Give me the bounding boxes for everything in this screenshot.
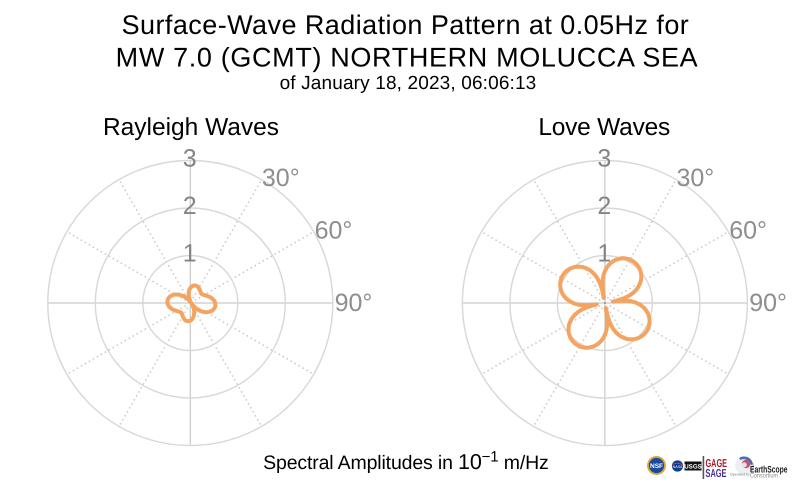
svg-text:1: 1 xyxy=(183,239,197,267)
svg-text:Spectral Amplitudes in 10−1 m/: Spectral Amplitudes in 10−1 m/Hz xyxy=(263,449,549,475)
svg-text:2: 2 xyxy=(597,192,611,220)
svg-text:Surface-Wave Radiation Pattern: Surface-Wave Radiation Pattern at 0.05Hz… xyxy=(122,10,690,40)
svg-text:EarthScope: EarthScope xyxy=(750,465,788,476)
svg-text:60°: 60° xyxy=(729,217,767,245)
svg-text:Love Waves: Love Waves xyxy=(538,114,670,141)
svg-text:of January 18, 2023, 06:06:13: of January 18, 2023, 06:06:13 xyxy=(280,73,537,94)
svg-text:Rayleigh Waves: Rayleigh Waves xyxy=(103,114,279,141)
svg-text:NASA: NASA xyxy=(673,465,683,469)
svg-text:30°: 30° xyxy=(262,164,300,192)
svg-text:USGS: USGS xyxy=(684,463,702,470)
svg-text:3: 3 xyxy=(597,144,611,172)
svg-text:NSF: NSF xyxy=(650,463,663,470)
svg-text:2: 2 xyxy=(183,192,197,220)
svg-text:1: 1 xyxy=(597,239,611,267)
svg-text:30°: 30° xyxy=(676,164,714,192)
svg-text:Consortium: Consortium xyxy=(750,473,778,480)
svg-text:MW 7.0 (GCMT) NORTHERN MOLUCCA: MW 7.0 (GCMT) NORTHERN MOLUCCA SEA xyxy=(116,43,699,73)
svg-text:SAGE: SAGE xyxy=(706,468,727,480)
svg-text:Operated by: Operated by xyxy=(730,473,750,477)
svg-text:90°: 90° xyxy=(335,289,373,317)
svg-text:60°: 60° xyxy=(315,217,353,245)
svg-text:90°: 90° xyxy=(749,289,787,317)
svg-text:3: 3 xyxy=(183,144,197,172)
svg-text:GAGE: GAGE xyxy=(706,458,728,470)
